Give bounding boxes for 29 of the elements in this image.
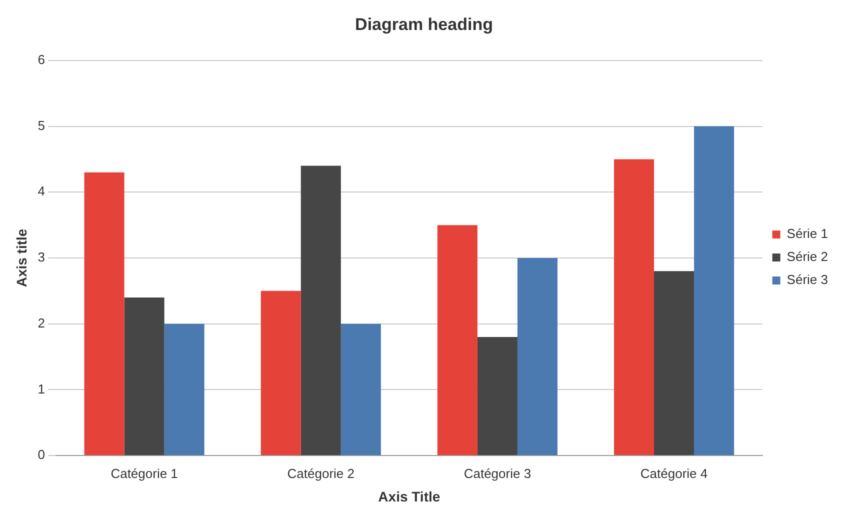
chart-title: Diagram heading	[355, 14, 493, 34]
bar	[164, 324, 204, 456]
bar	[300, 166, 341, 456]
x-axis-title: Axis Title	[378, 488, 440, 504]
legend-label: Série 2	[786, 249, 828, 264]
legend-label: Série 3	[786, 272, 828, 288]
y-tick-label: 1	[38, 381, 46, 396]
bar	[260, 290, 301, 456]
bar	[84, 172, 124, 456]
bar	[614, 159, 654, 456]
x-tick-label: Catégorie 4	[640, 466, 708, 481]
bar	[694, 126, 734, 456]
legend-label: Série 1	[786, 226, 828, 242]
y-tick-label: 0	[38, 447, 46, 462]
bar	[477, 337, 518, 456]
bar	[124, 298, 164, 456]
y-tick-label: 5	[38, 118, 46, 133]
bar	[654, 271, 694, 456]
x-tick-label: Catégorie 1	[110, 466, 178, 481]
y-tick-label: 4	[38, 184, 46, 199]
y-tick-label: 2	[38, 315, 46, 330]
bar	[437, 225, 478, 456]
bar	[340, 324, 381, 456]
x-tick-label: Catégorie 3	[464, 466, 532, 481]
bar	[517, 258, 558, 456]
y-axis-title: Axis title	[13, 228, 30, 288]
x-tick-label: Catégorie 2	[287, 466, 354, 481]
y-tick-label: 6	[38, 52, 46, 67]
y-tick-label: 3	[38, 250, 46, 265]
